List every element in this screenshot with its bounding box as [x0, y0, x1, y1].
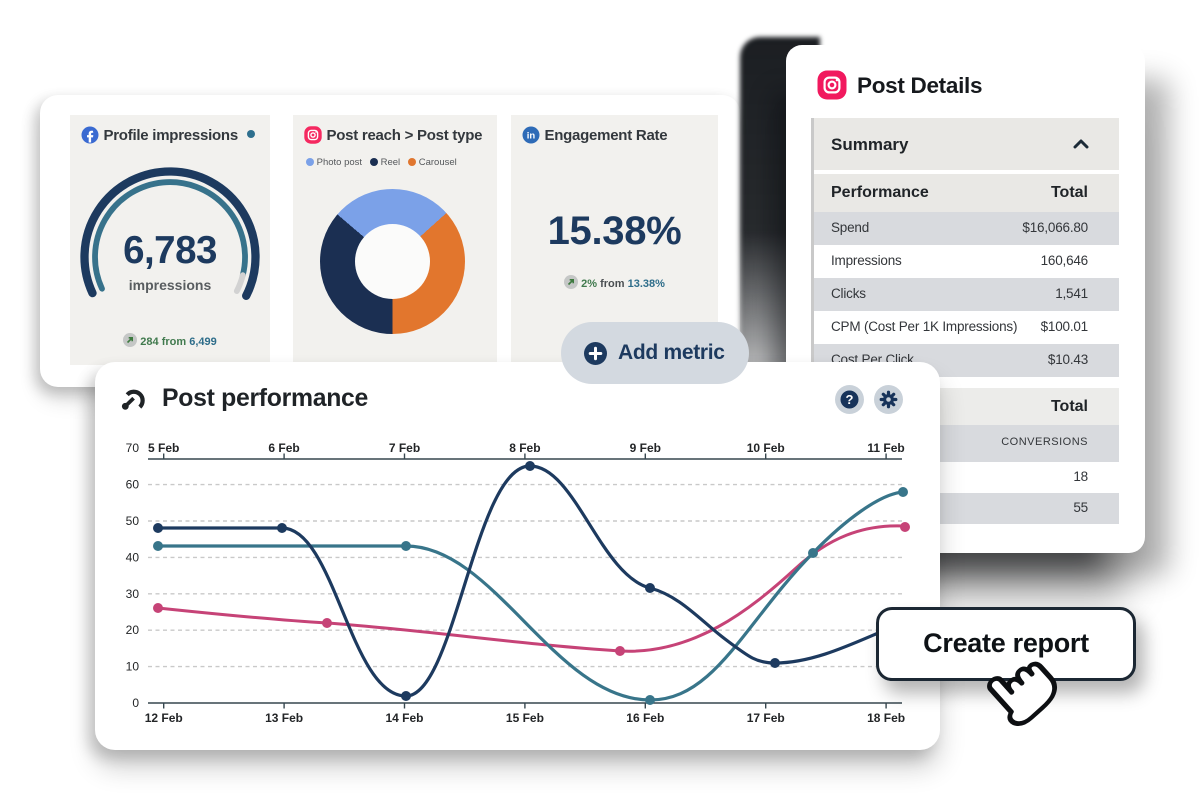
- svg-text:8 Feb: 8 Feb: [509, 441, 540, 455]
- svg-text:7 Feb: 7 Feb: [389, 441, 420, 455]
- svg-text:50: 50: [126, 514, 140, 528]
- svg-text:60: 60: [126, 478, 140, 492]
- svg-text:9 Feb: 9 Feb: [630, 441, 661, 455]
- svg-text:0: 0: [132, 696, 139, 710]
- svg-text:70: 70: [126, 441, 140, 455]
- svg-text:18 Feb: 18 Feb: [867, 711, 905, 725]
- svg-text:?: ?: [846, 392, 854, 407]
- svg-text:17 Feb: 17 Feb: [747, 711, 785, 725]
- svg-text:20: 20: [126, 623, 140, 637]
- svg-text:5 Feb: 5 Feb: [148, 441, 179, 455]
- svg-text:11 Feb: 11 Feb: [867, 441, 904, 455]
- svg-text:in: in: [527, 130, 536, 141]
- svg-text:12 Feb: 12 Feb: [145, 711, 183, 725]
- svg-text:6 Feb: 6 Feb: [268, 441, 299, 455]
- svg-text:10 Feb: 10 Feb: [747, 441, 785, 455]
- svg-text:40: 40: [126, 550, 140, 564]
- svg-text:30: 30: [126, 587, 140, 601]
- svg-text:16 Feb: 16 Feb: [626, 711, 664, 725]
- svg-text:14 Feb: 14 Feb: [385, 711, 423, 725]
- svg-text:13 Feb: 13 Feb: [265, 711, 303, 725]
- svg-text:15 Feb: 15 Feb: [506, 711, 544, 725]
- svg-text:10: 10: [126, 660, 140, 674]
